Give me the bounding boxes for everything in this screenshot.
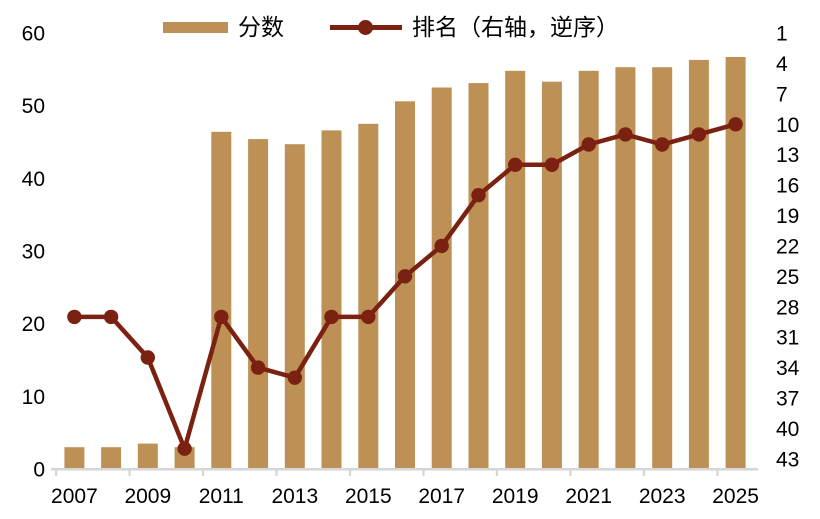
x-axis-label-2013: 2013 [271, 485, 318, 508]
rank-marker-2014 [324, 309, 339, 325]
rank-line-swatch-marker [358, 20, 373, 35]
chart-legend: 分数 排名（右轴，逆序） [163, 16, 619, 39]
right-axis-label-16: 16 [776, 175, 799, 198]
legend-item-rank: 排名（右轴，逆序） [330, 16, 619, 39]
x-axis-line [51, 468, 758, 471]
rank-marker-2018 [471, 188, 486, 203]
x-axis-label-2011: 2011 [199, 485, 244, 508]
legend-score-label: 分数 [238, 14, 284, 40]
left-axis-label-20: 20 [22, 313, 45, 336]
x-axis-tick [716, 470, 719, 476]
right-axis-label-10: 10 [776, 114, 799, 137]
right-axis-label-22: 22 [776, 235, 799, 258]
score-bar-swatch-icon [163, 22, 228, 33]
left-axis-label-10: 10 [22, 386, 45, 409]
x-axis-label-2017: 2017 [418, 485, 465, 508]
bar-2013 [284, 144, 305, 469]
right-axis-label-1: 1 [776, 23, 788, 46]
rank-marker-2011 [214, 309, 229, 325]
x-axis-tick [569, 470, 572, 476]
right-axis-label-25: 25 [776, 266, 799, 289]
right-axis-label-43: 43 [776, 448, 799, 471]
left-axis-label-0: 0 [33, 459, 45, 482]
rank-marker-2025 [728, 117, 743, 132]
right-axis-label-7: 7 [776, 83, 788, 106]
rank-marker-2009 [140, 350, 155, 365]
rank-marker-2007 [67, 309, 82, 325]
rank-marker-2023 [655, 137, 670, 152]
bar-2020 [541, 81, 562, 469]
rank-marker-2021 [581, 137, 596, 152]
bar-2022 [615, 67, 636, 469]
left-axis-label-60: 60 [22, 23, 45, 46]
right-axis-label-31: 31 [776, 327, 799, 350]
bar-2016 [395, 101, 415, 470]
x-axis-tick [348, 470, 352, 476]
rank-line-swatch-icon [330, 20, 402, 36]
bar-2015 [358, 123, 379, 470]
bar-2017 [431, 87, 452, 469]
rank-marker-2010 [177, 441, 192, 456]
bar-2024 [688, 59, 709, 470]
x-axis-label-2021: 2021 [565, 485, 612, 508]
legend-rank-label: 排名（右轴，逆序） [412, 14, 619, 40]
right-axis-label-28: 28 [776, 296, 799, 319]
left-axis-label-40: 40 [22, 168, 45, 191]
right-axis-label-40: 40 [776, 418, 799, 441]
x-axis-tick [128, 470, 131, 476]
x-axis-label-2025: 2025 [712, 485, 759, 508]
x-axis-label-2019: 2019 [492, 485, 539, 508]
x-axis-label-2015: 2015 [345, 485, 392, 508]
legend-item-score: 分数 [163, 16, 284, 39]
x-axis-label-2009: 2009 [124, 485, 171, 508]
rank-marker-2022 [618, 127, 633, 142]
rank-marker-2015 [361, 309, 376, 325]
bar-2008 [101, 447, 122, 469]
rank-marker-2019 [508, 157, 523, 172]
bar-2012 [248, 139, 269, 469]
right-axis-label-4: 4 [776, 53, 788, 76]
x-axis-tick [55, 470, 58, 476]
right-axis-label-34: 34 [776, 357, 800, 380]
left-axis-label-30: 30 [22, 241, 45, 264]
right-axis-label-13: 13 [776, 144, 799, 167]
bar-2018 [468, 83, 489, 469]
bar-2011 [211, 131, 232, 470]
bar-2019 [505, 70, 526, 470]
left-axis-label-50: 50 [22, 95, 45, 118]
bar-2007 [64, 447, 85, 469]
bar-2021 [578, 70, 599, 470]
rank-marker-2020 [544, 157, 560, 172]
x-axis-tick [642, 470, 645, 476]
x-axis-tick [422, 470, 425, 476]
bar-2023 [652, 67, 673, 469]
right-axis-label-19: 19 [776, 205, 799, 228]
x-axis-tick [275, 470, 278, 476]
bar-2014 [321, 130, 342, 469]
x-axis-tick [201, 470, 205, 476]
rank-marker-2008 [103, 309, 119, 325]
rank-marker-2017 [434, 238, 449, 254]
x-axis-label-2007: 2007 [51, 485, 98, 508]
bar-2025 [725, 57, 746, 469]
right-axis-label-37: 37 [776, 388, 799, 411]
x-axis-tick [495, 470, 498, 476]
rank-marker-2012 [250, 360, 266, 375]
rank-marker-2013 [287, 370, 302, 385]
rank-marker-2024 [691, 127, 707, 142]
rank-marker-2016 [397, 269, 413, 284]
bar-2009 [137, 443, 158, 469]
x-axis-label-2023: 2023 [639, 485, 686, 508]
